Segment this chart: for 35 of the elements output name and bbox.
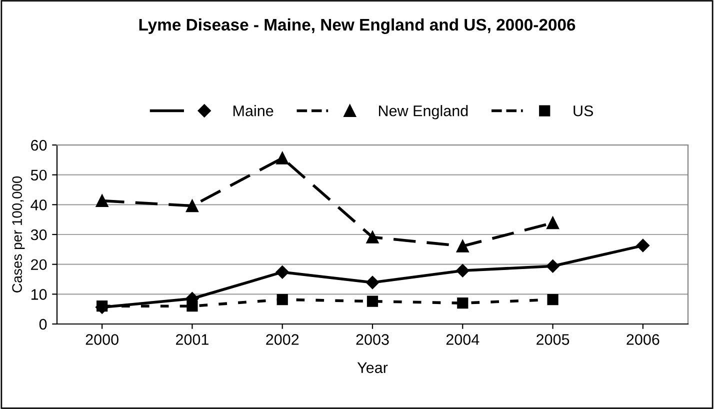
y-axis-title: Cases per 100,000	[12, 176, 25, 292]
y-tick-label: 30	[30, 229, 47, 240]
x-tick-label: 2001	[176, 334, 208, 345]
x-tick-label: 2005	[536, 334, 570, 345]
point	[276, 152, 289, 164]
point	[546, 260, 560, 273]
x-tick-label: 2006	[626, 334, 660, 345]
y-tick-label: 0	[39, 318, 47, 330]
point	[456, 264, 470, 278]
x-tick-label: 2002	[266, 334, 299, 345]
point	[457, 298, 468, 309]
point	[456, 240, 469, 252]
y-tick-label: 40	[30, 200, 47, 210]
x-tick-label: 2003	[356, 334, 389, 345]
x-tick-label: 2004	[446, 334, 480, 345]
legend-label: Maine	[234, 105, 274, 116]
point	[547, 294, 558, 306]
point	[366, 276, 380, 290]
y-tick-label: 20	[31, 259, 47, 270]
point	[276, 294, 288, 306]
y-tick-label: 60	[31, 140, 47, 151]
y-tick-label: 50	[30, 170, 47, 181]
x-tick-label: 2000	[86, 334, 118, 345]
chart-title: Lyme Disease - Maine, New England and US, 2000-2006	[139, 18, 576, 34]
point	[636, 238, 650, 252]
point	[366, 230, 379, 244]
legend-label: New England	[378, 105, 468, 120]
y-tick-label: 10	[31, 289, 47, 300]
point	[366, 296, 378, 307]
x-axis-title: Year	[357, 362, 388, 374]
point	[276, 266, 289, 279]
point	[96, 194, 108, 208]
point	[186, 200, 198, 212]
point	[546, 216, 560, 230]
legend-label: US	[574, 105, 594, 116]
